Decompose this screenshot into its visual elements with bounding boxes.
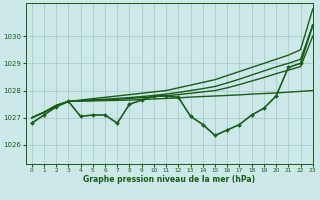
X-axis label: Graphe pression niveau de la mer (hPa): Graphe pression niveau de la mer (hPa): [83, 175, 255, 184]
